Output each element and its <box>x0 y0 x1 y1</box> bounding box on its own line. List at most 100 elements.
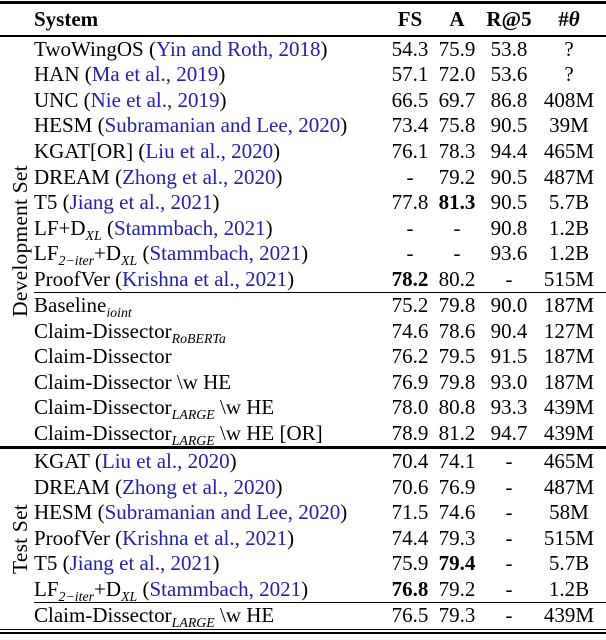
citation-link[interactable]: Subramanian and Lee, 2020 <box>104 501 341 525</box>
accuracy-value: 79.2 <box>438 576 476 601</box>
table-row: Baselinejoint 75.2 79.8 90.0 187M <box>0 293 606 319</box>
system-name-text: +D <box>94 242 122 266</box>
citation-link[interactable]: Krishna et al., 2021 <box>122 267 288 291</box>
fs-value: 74.6 <box>391 318 429 343</box>
system-name-text: T5 <box>34 191 58 215</box>
system-name: KGAT[OR] (Liu et al., 2020) <box>34 140 386 163</box>
citation-close-paren: ) <box>265 216 273 240</box>
accuracy-value: 76.9 <box>438 474 476 499</box>
citation-open-paren: ( <box>78 88 91 112</box>
params-value: 439M <box>543 420 595 445</box>
system-name: LF2−iter+DXL (Stammbach, 2021) <box>34 242 386 265</box>
citation-link[interactable]: Stammbach, 2021 <box>149 577 302 601</box>
accuracy-value: 79.8 <box>438 369 476 394</box>
section-separator-rule <box>0 446 606 449</box>
table-row: UNC (Nie et al., 2019) 66.5 69.7 86.8 408M <box>0 88 606 114</box>
citation-link[interactable]: Liu et al., 2020 <box>145 139 274 163</box>
system-name-text: +D <box>94 577 122 601</box>
accuracy-value: 80.2 <box>438 266 476 291</box>
system-name-subscript: LARGE <box>171 407 215 420</box>
system-name: Claim-Dissector \w HE <box>34 371 386 394</box>
system-name-text: TwoWingOS <box>34 37 144 61</box>
system-name-text: LF+D <box>34 216 86 240</box>
system-name-text: Claim-Dissector <box>34 396 172 420</box>
citation-link[interactable]: Nie et al., 2019 <box>90 88 220 112</box>
fs-value: 57.1 <box>391 62 429 87</box>
citation-link[interactable]: Stammbach, 2021 <box>113 216 266 240</box>
citation-link[interactable]: Jiang et al., 2021 <box>69 552 213 576</box>
table-row: LF+DXL (Stammbach, 2021) - -90.8 1.2B <box>0 215 606 241</box>
citation-close-paren: ) <box>212 191 220 215</box>
recall-value: - <box>505 576 513 601</box>
table-header-row: System FS A R@5 #θ <box>0 4 606 35</box>
params-value: 187M <box>543 344 595 369</box>
accuracy-value: 74.6 <box>438 500 476 525</box>
mid-rule <box>34 602 606 604</box>
fs-value: 76.5 <box>391 603 429 628</box>
citation-link[interactable]: Jiang et al., 2021 <box>69 191 213 215</box>
table-row: Claim-Dissector \w HE 76.9 79.8 93.0 187M <box>0 370 606 396</box>
accuracy-value: 79.8 <box>438 293 476 318</box>
hash-symbol: # <box>558 6 569 31</box>
citation-link[interactable]: Zhong et al., 2020 <box>122 475 276 499</box>
system-name: LF2−iter+DXL (Stammbach, 2021) <box>34 578 386 601</box>
system-name-subscript: RoBERTa <box>171 330 226 343</box>
system-name: TwoWingOS (Yin and Roth, 2018) <box>34 38 386 61</box>
recall-value: - <box>505 603 513 628</box>
citation-open-paren: ( <box>89 450 102 474</box>
citation-link[interactable]: Yin and Roth, 2018 <box>155 37 321 61</box>
fs-value: 54.3 <box>391 36 429 61</box>
recall-value: - <box>505 551 513 576</box>
citation-close-paren: ) <box>340 114 348 138</box>
citation-link[interactable]: Subramanian and Lee, 2020 <box>104 114 341 138</box>
citation-close-paren: ) <box>229 450 237 474</box>
params-value: 465M <box>543 138 595 163</box>
table-row: KGAT (Liu et al., 2020) 70.4 74.1-465M <box>0 449 606 475</box>
citation-link[interactable]: Krishna et al., 2021 <box>122 526 288 550</box>
system-name-subscript: 2−iter <box>58 253 95 266</box>
recall-value: 53.6 <box>490 62 528 87</box>
system-name: LF+DXL (Stammbach, 2021) <box>34 217 386 240</box>
citation-close-paren: ) <box>273 139 281 163</box>
recall-value: 90.5 <box>490 190 528 215</box>
system-name-text: Claim-Dissector <box>34 345 172 369</box>
system-name-text: Claim-Dissector <box>34 604 172 628</box>
table-row: DREAM (Zhong et al., 2020) 70.6 76.9-487M <box>0 474 606 500</box>
citation-link[interactable]: Zhong et al., 2020 <box>122 165 276 189</box>
system-name-subscript: XL <box>121 588 138 601</box>
accuracy-value: 81.2 <box>438 420 476 445</box>
accuracy-value: 72.0 <box>438 62 476 87</box>
section-label: Test Set <box>8 503 32 574</box>
params-value: 58M <box>549 500 589 525</box>
fs-value: - <box>406 164 414 189</box>
system-name: Claim-DissectorLARGE \w HE <box>34 396 386 419</box>
table-row: LF2−iter+DXL (Stammbach, 2021) - -93.6 1.2B <box>0 241 606 267</box>
table-row: Claim-DissectorLARGE \w HE 78.0 80.8 93.3 43… <box>0 395 606 421</box>
params-value: 439M <box>543 603 595 628</box>
system-name-text: UNC <box>34 88 79 112</box>
system-name-text: KGAT[OR] <box>34 139 134 163</box>
section-label: Development Set <box>8 165 32 318</box>
accuracy-value: 79.3 <box>438 603 476 628</box>
citation-close-paren: ) <box>212 552 220 576</box>
recall-value: - <box>505 474 513 499</box>
citation-open-paren: ( <box>92 501 105 525</box>
accuracy-value: 75.9 <box>438 36 476 61</box>
citation-link[interactable]: Ma et al., 2019 <box>91 63 219 87</box>
params-value: 515M <box>543 525 595 550</box>
fs-value: 75.2 <box>391 293 429 318</box>
citation-link[interactable]: Stammbach, 2021 <box>149 242 302 266</box>
col-header-system: System <box>34 7 99 31</box>
citation-link[interactable]: Liu et al., 2020 <box>101 450 230 474</box>
system-name-text: DREAM <box>34 165 110 189</box>
system-name-text: HAN <box>34 63 80 87</box>
citation-open-paren: ( <box>109 475 123 499</box>
params-value: 187M <box>543 369 595 394</box>
system-name: HAN (Ma et al., 2019) <box>34 63 386 86</box>
table-row: HAN (Ma et al., 2019) 57.1 72.0 53.6? <box>0 62 606 88</box>
params-value: 39M <box>549 113 589 138</box>
table-row: LF2−iter+DXL (Stammbach, 2021) 76.8 79.2-1… <box>0 576 606 602</box>
system-name: Claim-DissectorLARGE \w HE <box>34 604 386 627</box>
table-row: Claim-DissectorLARGE \w HE 76.5 79.3 - 439M <box>0 603 606 629</box>
